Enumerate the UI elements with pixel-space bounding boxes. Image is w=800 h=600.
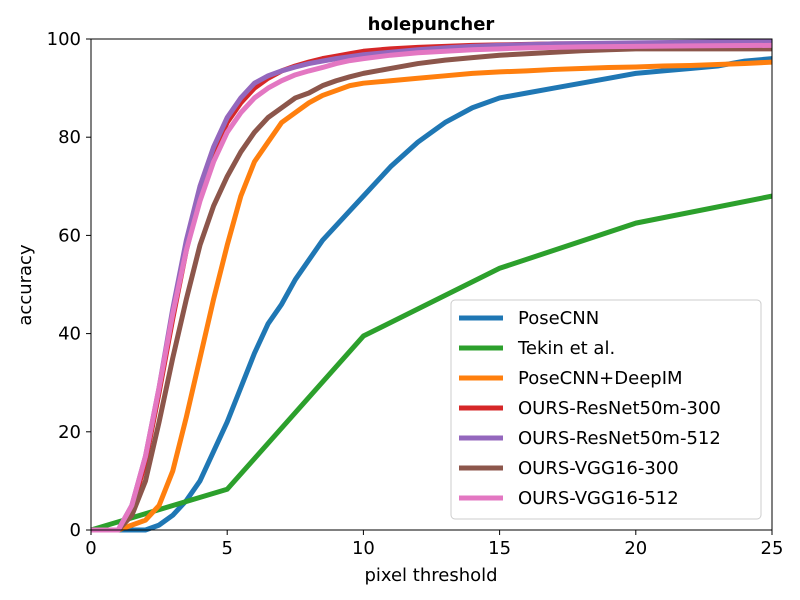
x-tick-label: 0 (85, 538, 96, 559)
legend-label: Tekin et al. (517, 338, 615, 359)
series-line-ours-vgg16-300 (91, 46, 772, 533)
series-line-ours-vgg16-512 (91, 42, 773, 533)
legend-label: OURS-ResNet50m-300 (518, 398, 721, 419)
series-line-tekin-et-al (90, 193, 773, 533)
x-axis-label: pixel threshold (364, 565, 497, 586)
legend-label: OURS-VGG16-300 (518, 458, 679, 479)
series-layer (90, 38, 773, 533)
y-axis-label: accuracy (15, 244, 36, 326)
y-tick-label: 60 (58, 225, 81, 246)
y-tick-label: 100 (47, 29, 81, 50)
x-tick-label: 5 (221, 538, 232, 559)
legend-frame (450, 299, 762, 520)
y-tick-label: 20 (58, 422, 81, 443)
series-line-posecnn (91, 56, 773, 533)
x-axis: 0 5 10 15 20 25 (85, 530, 783, 559)
y-tick-label: 80 (58, 127, 81, 148)
y-tick-label: 40 (58, 324, 81, 345)
legend: PoseCNN Tekin et al. PoseCNN+DeepIM OURS-Re… (450, 299, 762, 520)
x-tick-label: 15 (488, 538, 511, 559)
y-tick-label: 0 (70, 520, 81, 541)
plot-frame (90, 38, 773, 531)
legend-label: OURS-VGG16-512 (518, 488, 679, 509)
chart-title: holepuncher (368, 14, 495, 35)
x-tick-label: 10 (352, 538, 375, 559)
series-line-posecnn-deepim (91, 59, 773, 533)
x-tick-label: 20 (624, 538, 647, 559)
x-tick-label: 25 (761, 538, 784, 559)
legend-label: PoseCNN (518, 308, 599, 329)
legend-label: OURS-ResNet50m-512 (518, 428, 721, 449)
legend-label: PoseCNN+DeepIM (518, 368, 683, 389)
y-axis: 0 20 40 60 80 100 (47, 29, 91, 541)
